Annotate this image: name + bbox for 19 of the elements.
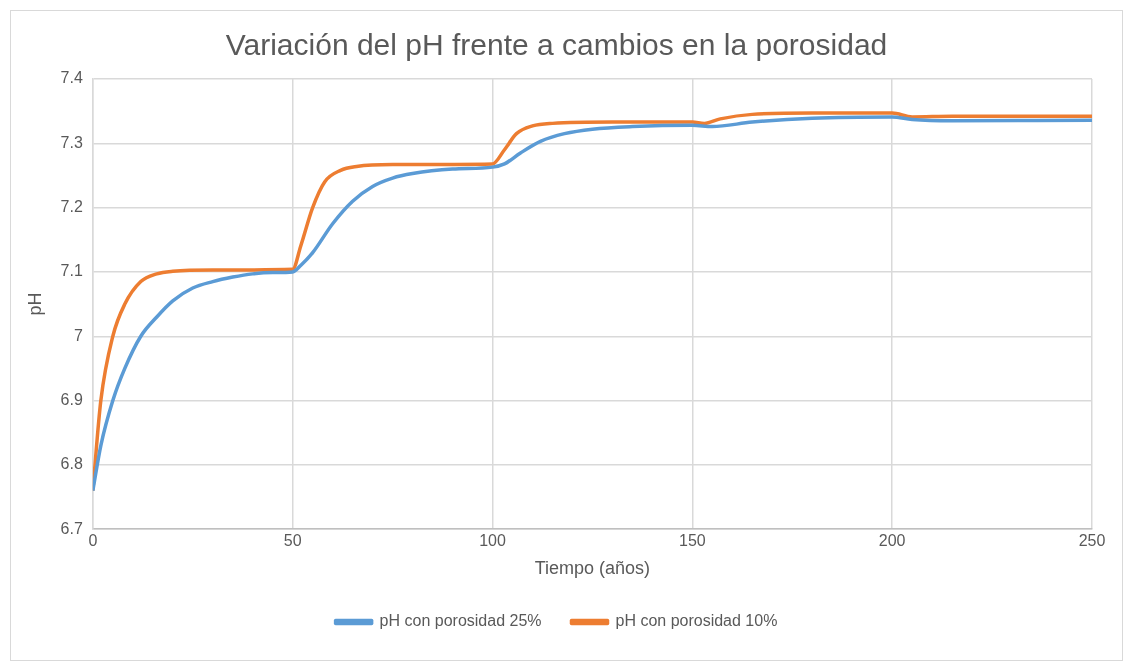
y-tick-label: 6.7 [60, 519, 83, 537]
x-axis-title: Tiempo (años) [534, 558, 651, 579]
y-tick-label: 6.9 [60, 390, 83, 408]
x-tick-label: 200 [878, 532, 906, 550]
x-tick-label: 50 [283, 532, 302, 550]
y-axis-title: pH [24, 292, 45, 316]
legend-label: pH con porosidad 25% [379, 612, 542, 630]
x-tick-label: 250 [1078, 532, 1106, 550]
chart-title: Variación del pH frente a cambios en la porosidad [225, 28, 888, 62]
y-tick-label: 7 [73, 326, 83, 344]
x-tick-label: 100 [479, 532, 506, 550]
y-tick-label: 7.1 [60, 262, 83, 280]
y-tick-label: 7.2 [60, 198, 83, 216]
legend-label: pH con porosidad 10% [615, 612, 778, 630]
x-tick-label: 0 [88, 532, 98, 550]
y-tick-label: 6.8 [60, 455, 83, 473]
x-tick-label: 150 [678, 532, 706, 550]
y-tick-label: 7.3 [60, 133, 83, 151]
y-tick-label: 7.4 [60, 69, 83, 87]
